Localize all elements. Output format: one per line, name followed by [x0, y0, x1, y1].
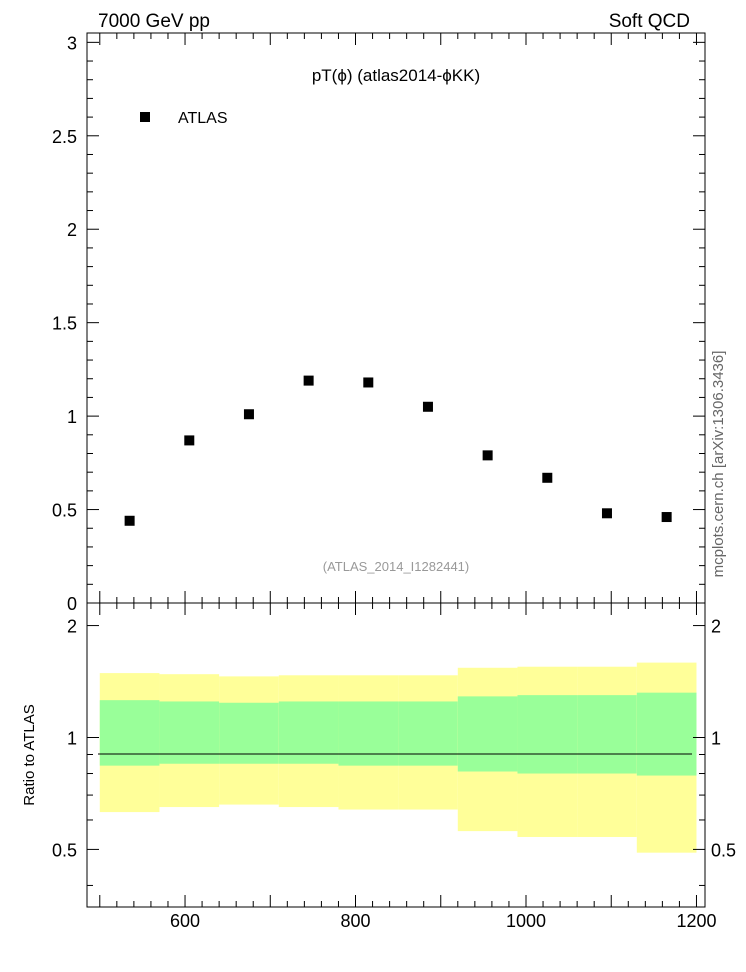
ratio-inner-band	[219, 702, 279, 764]
ratio-y-tick-label-left: 0.5	[52, 840, 77, 860]
atlas-data-point	[363, 377, 374, 388]
main-y-tick-label: 1.5	[52, 314, 77, 334]
legend-marker-atlas	[140, 112, 150, 122]
ratio-inner-band	[517, 695, 578, 774]
ratio-inner-band	[159, 701, 220, 764]
atlas-data-point	[661, 512, 672, 523]
main-y-tick-label: 2.5	[52, 127, 77, 147]
atlas-data-point	[601, 508, 612, 519]
ratio-y-tick-label-left: 1	[67, 728, 77, 748]
ratio-y-tick-label-right: 2	[711, 617, 721, 637]
ratio-plot-frame	[86, 602, 706, 908]
atlas-data-point	[542, 472, 553, 483]
header-left-label: 7000 GeV pp	[98, 11, 210, 32]
main-y-tick-label: 1	[67, 407, 77, 427]
ratio-x-tick-label: 1200	[676, 911, 716, 931]
atlas-data-point	[243, 409, 254, 420]
main-y-tick-label: 2	[67, 220, 77, 240]
atlas-data-point	[422, 401, 433, 412]
header-right-label: Soft QCD	[609, 11, 690, 32]
ratio-y-tick-label-right: 0.5	[711, 840, 736, 860]
main-data-points	[124, 375, 672, 526]
ratio-inner-band	[398, 701, 458, 766]
atlas-data-point	[482, 450, 493, 461]
side-citation: mcplots.cern.ch [arXiv:1306.3436]	[710, 351, 727, 578]
main-y-tick-label: 3	[67, 33, 77, 53]
main-plot-title: pT(ϕ) (atlas2014-ϕKK)	[312, 66, 480, 85]
atlas-data-point	[124, 515, 135, 526]
main-panel: 0.5 1 1.5 2 2.5 3 pT(ϕ) (atlas2014-ϕKK) (ATLA…	[52, 32, 706, 614]
main-axis-ticks: 0.5 1 1.5 2 2.5 3	[52, 33, 705, 603]
ratio-x-tick-label: 800	[340, 911, 370, 931]
main-plot-watermark: (ATLAS_2014_I1282441)	[323, 559, 469, 574]
ratio-inner-band	[577, 695, 637, 774]
atlas-data-point	[303, 375, 314, 386]
ratio-inner-band	[99, 700, 160, 766]
ratio-x-tick-label: 600	[170, 911, 200, 931]
ratio-inner-band	[278, 701, 339, 764]
ratio-inner-band	[636, 692, 697, 776]
ratio-inner-band	[457, 696, 518, 772]
ratio-y-tick-label-right: 1	[711, 728, 721, 748]
ratio-y-tick-label-left: 2	[67, 617, 77, 637]
ratio-axis-ticks: 0.5 0.5 1 1 2 2 600 800 1000 1200	[52, 603, 736, 931]
ratio-panel: 0.5 0.5 1 1 2 2 600 800 1000 1200 Ratio to ATLAS	[21, 602, 736, 931]
ratio-y-axis-label: Ratio to ATLAS	[21, 704, 38, 805]
ratio-inner-band	[338, 701, 399, 766]
legend-label-atlas: ATLAS	[178, 110, 228, 127]
main-y-tick-label: 0.5	[52, 501, 77, 521]
main-y-tick-label-bottom: 0	[67, 594, 77, 614]
ratio-uncertainty-bands	[99, 662, 697, 853]
atlas-data-point	[184, 435, 195, 446]
ratio-x-tick-label: 1000	[506, 911, 546, 931]
